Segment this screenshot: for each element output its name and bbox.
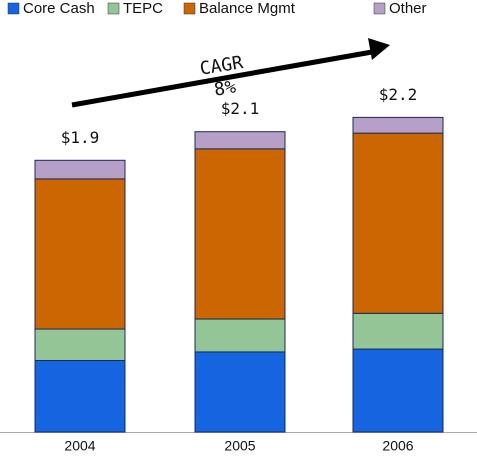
bar-segment xyxy=(194,148,286,320)
bar-segment xyxy=(352,132,444,314)
total-label: $2.1 xyxy=(221,99,260,118)
legend-label: TEPC xyxy=(123,0,163,17)
bar-segment xyxy=(34,360,126,433)
bar-segment xyxy=(352,116,444,134)
bar-segment xyxy=(194,318,286,353)
legend-label: Balance Mgmt xyxy=(199,0,296,17)
x-tick-label: 2005 xyxy=(224,438,255,454)
bar-segment xyxy=(34,159,126,180)
x-tick-label: 2006 xyxy=(382,438,413,454)
cagr-arrow-line xyxy=(71,49,373,108)
bar-segment xyxy=(34,178,126,330)
legend-label: Core Cash xyxy=(23,0,95,17)
bar-segment xyxy=(194,351,286,433)
total-label: $2.2 xyxy=(379,85,418,104)
legend-swatch xyxy=(373,2,386,15)
x-tick-label: 2004 xyxy=(64,438,95,454)
cagr-annotation: CAGR 8% xyxy=(71,49,373,108)
legend-swatch xyxy=(7,2,20,15)
bar-segment xyxy=(352,312,444,350)
bar-segment xyxy=(352,348,444,433)
cagr-arrow-head xyxy=(368,38,390,60)
cagr-value: 8% xyxy=(213,77,238,101)
total-label: $1.9 xyxy=(61,128,100,147)
legend-swatch xyxy=(183,2,196,15)
bar-segment xyxy=(194,131,286,150)
legend-swatch xyxy=(107,2,120,15)
legend-label: Other xyxy=(389,0,427,17)
bar-segment xyxy=(34,328,126,362)
